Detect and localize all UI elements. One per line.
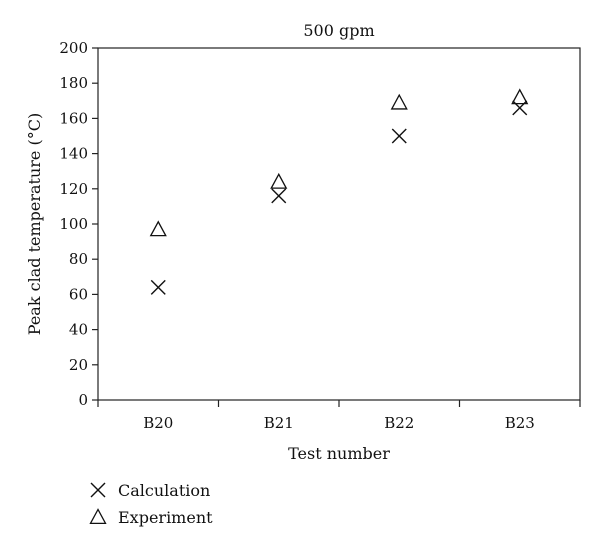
plot-frame (97, 47, 581, 401)
legend-triangle-icon (89, 508, 107, 525)
y-tick-label: 0 (78, 391, 88, 409)
series-calculation (150, 100, 528, 295)
calculation-point (150, 279, 166, 295)
chart-title: 500 gpm (303, 21, 374, 40)
experiment-point (511, 88, 529, 105)
y-tick-label: 200 (59, 39, 88, 57)
x-axis: B20 B21 B22 B23 (97, 400, 581, 432)
y-tick-label: 20 (69, 356, 88, 374)
y-tick-label: 160 (59, 109, 88, 127)
experiment-point (149, 220, 167, 237)
y-tick-label: 60 (69, 285, 88, 303)
experiment-point (270, 172, 288, 189)
data-points (149, 88, 529, 295)
x-tick-label: B22 (384, 414, 414, 432)
y-tick-label: 120 (59, 180, 88, 198)
cross-stroke (90, 482, 106, 498)
legend-item: Calculation (90, 481, 210, 500)
cross-stroke (391, 128, 407, 144)
calculation-point (512, 100, 528, 116)
legend-item: Experiment (89, 508, 213, 527)
legend: Calculation Experiment (89, 481, 213, 527)
y-axis-label: Peak clad temperature (°C) (25, 113, 44, 335)
plot-border (97, 47, 581, 401)
legend-cross-icon (90, 482, 106, 498)
x-tick-label: B23 (505, 414, 535, 432)
cross-stroke (271, 188, 287, 204)
y-tick-label: 180 (59, 74, 88, 92)
calculation-point (271, 188, 287, 204)
y-tick-label: 40 (69, 321, 88, 339)
legend-label: Calculation (118, 481, 210, 500)
y-tick-label: 100 (59, 215, 88, 233)
x-tick-label: B20 (143, 414, 173, 432)
x-axis-label: Test number (288, 444, 390, 463)
y-tick-label: 140 (59, 145, 88, 163)
experiment-point (390, 93, 408, 110)
series-experiment (149, 88, 529, 237)
calculation-point (391, 128, 407, 144)
y-tick-label: 80 (69, 250, 88, 268)
y-axis: 0 20 40 60 80 100 120 140 160 180 200 (59, 39, 98, 409)
cross-stroke (150, 279, 166, 295)
x-tick-label: B21 (264, 414, 294, 432)
legend-label: Experiment (118, 508, 213, 527)
